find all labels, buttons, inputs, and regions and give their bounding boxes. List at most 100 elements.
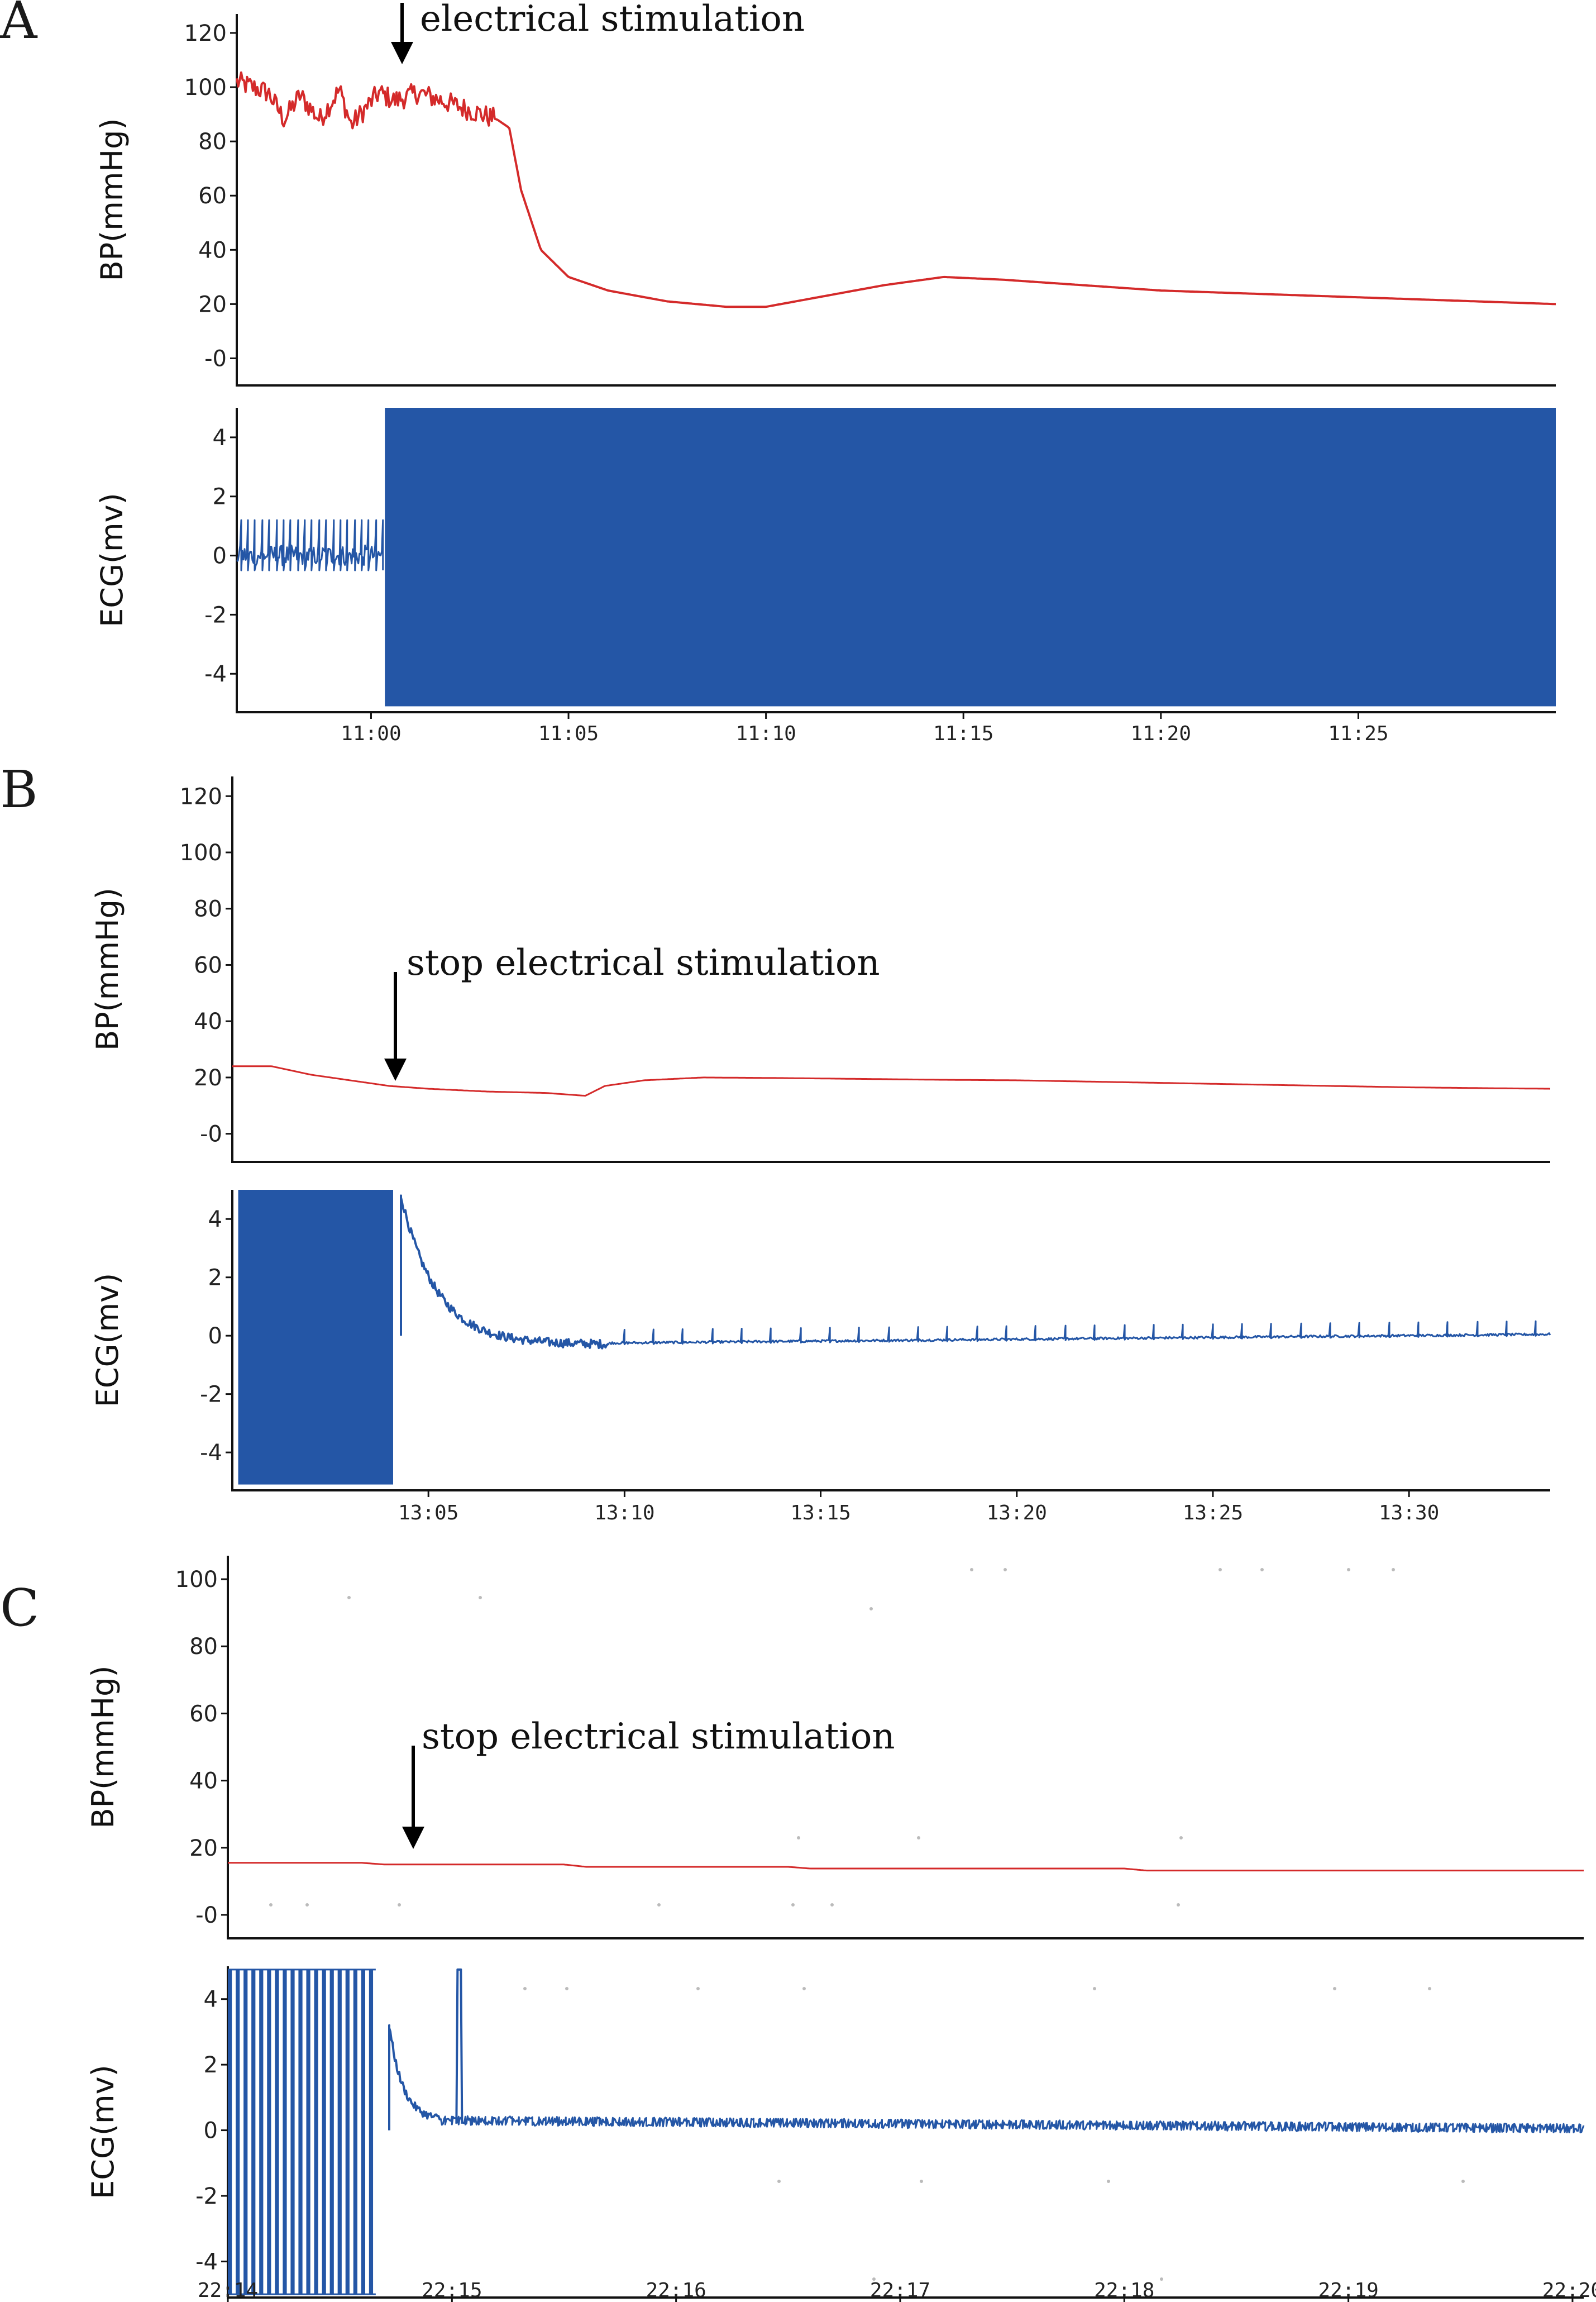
ecg-stim-bar (267, 1969, 271, 2295)
annotation: electrical stimulation (391, 0, 805, 64)
background-dot (305, 1903, 309, 1907)
ecg-y-tick-label: 2 (204, 2052, 218, 2078)
background-dot (872, 2277, 876, 2281)
background-dot (777, 2180, 781, 2183)
ecg-stim-bar (259, 1969, 264, 2295)
background-dot (1333, 1987, 1336, 1990)
ecg-y-tick-label: -2 (204, 602, 227, 628)
ecg-stim-bar (369, 1969, 374, 2295)
ecg-stim-bar (290, 1969, 295, 2295)
x-tick-label: 13:20 (987, 1502, 1047, 1524)
bp-axes (236, 14, 1556, 387)
bp-y-tick-label: 80 (198, 129, 227, 155)
background-dot (869, 1607, 873, 1610)
ecg-plot: -4 -2 0 2 4 ECG(mv) 22:14 22:15 22:16 22:17 22:18 2… (85, 1966, 1596, 2302)
background-dot (1260, 1568, 1264, 1571)
background-dot (1160, 2277, 1163, 2281)
bp-series-line (228, 1862, 1584, 1872)
ecg-spike (455, 1968, 463, 2124)
ecg-axes (227, 1966, 1584, 2299)
bp-y-tick-label: 100 (184, 75, 227, 101)
bp-y-tick-label: 40 (194, 1009, 222, 1035)
x-tick-label: 11:25 (1328, 722, 1388, 745)
x-tick-label: 13:10 (594, 1502, 654, 1524)
ecg-stim-bar (314, 1969, 318, 2295)
ecg-axis-label: ECG(mv) (85, 2065, 121, 2199)
ecg-stim-bar (329, 1969, 334, 2295)
ecg-y-tick-label: 0 (204, 2118, 218, 2144)
ecg-axis-label: ECG(mv) (90, 1273, 125, 1407)
ecg-y-tick-label: 4 (204, 1987, 218, 2013)
bp-y-tick-label: 60 (189, 1701, 218, 1727)
bp-y-tick-label: 80 (189, 1634, 218, 1660)
bp-plot: -0 20 40 60 80 100 120 BP(mmHg) (94, 14, 1556, 387)
background-dot (802, 1987, 806, 1990)
x-tick-label: 13:05 (398, 1502, 458, 1524)
annotation: stop electrical stimulation (384, 942, 880, 1081)
x-tick-label: 11:15 (933, 722, 993, 745)
bp-y-tick-label: 80 (194, 897, 222, 922)
background-dot (1179, 1836, 1183, 1839)
bp-axis-label: BP(mmHg) (85, 1666, 121, 1829)
ecg-recovery-trace (400, 1194, 610, 1350)
ecg-stim-bar (251, 1969, 256, 2295)
bp-y-tick-label: 20 (194, 1065, 222, 1091)
ecg-stim-bar (322, 1969, 326, 2295)
background-dot (657, 1903, 661, 1907)
ecg-y-tick-label: 2 (208, 1265, 222, 1291)
panel-letter: B (0, 760, 38, 819)
x-tick-label: 22:15 (422, 2279, 482, 2302)
background-dot (565, 1987, 568, 1990)
bp-series-line (232, 1065, 1551, 1097)
ecg-stim-bar (275, 1969, 279, 2295)
background-dot (696, 1987, 700, 1990)
x-tick-label: 13:30 (1379, 1502, 1439, 1524)
ecg-stim-bar (283, 1969, 287, 2295)
panel-letter: A (0, 0, 38, 50)
panel-A: A -0 20 40 60 80 100 120 BP(mmHg) -4 -2 0 2 4 ECG(mv) 1… (0, 0, 1556, 745)
x-tick-label: 13:25 (1183, 1502, 1243, 1524)
x-tick-label: 11:20 (1131, 722, 1191, 745)
background-dot (1177, 1903, 1180, 1907)
bp-y-tick-label: 60 (194, 952, 222, 978)
bp-y-tick-label: 20 (198, 292, 227, 317)
ecg-axes (231, 1190, 1550, 1491)
ecg-stim-bar (353, 1969, 357, 2295)
ecg-stim-bar (298, 1969, 303, 2295)
ecg-y-tick-label: 2 (213, 484, 227, 510)
panel-letter: C (0, 1578, 39, 1638)
bp-axis-label: BP(mmHg) (94, 118, 130, 282)
ecg-y-tick-label: -2 (200, 1382, 222, 1408)
x-tick-label: 11:10 (735, 722, 796, 745)
ecg-trace (439, 2115, 1585, 2134)
annotation-label: stop electrical stimulation (407, 942, 880, 984)
bp-y-tick-label: -0 (200, 1122, 222, 1147)
background-dot (347, 1596, 351, 1599)
background-dot (830, 1903, 834, 1907)
background-dot (1392, 1568, 1395, 1571)
bp-series-line (236, 71, 1556, 308)
x-tick-label: 22:20 (1542, 2279, 1596, 2302)
ecg-stim-bar (228, 1969, 232, 2295)
annotation-arrow-head (391, 42, 413, 64)
x-tick-label: 22:17 (870, 2279, 930, 2302)
x-tick-label: 22:14 (198, 2279, 258, 2302)
bp-y-tick-label: -0 (204, 346, 227, 371)
ecg-trace (608, 1320, 1551, 1346)
ecg-axes (236, 408, 1556, 713)
background-dot (970, 1568, 973, 1571)
bp-plot: -0 20 40 60 80 100 BP(mmHg) (85, 1556, 1584, 1939)
ecg-plot: -4 -2 0 2 4 ECG(mv) 13:05 13:10 13:15 13:20 13:25 1… (90, 1190, 1551, 1524)
bp-y-tick-label: 120 (180, 784, 222, 809)
background-dot (1461, 2180, 1465, 2183)
x-tick-label: 11:00 (341, 722, 401, 745)
ecg-trace (236, 519, 384, 571)
x-tick-label: 22:18 (1094, 2279, 1154, 2302)
background-dot (479, 1596, 482, 1599)
ecg-y-tick-label: 4 (208, 1207, 222, 1232)
bp-y-tick-label: 100 (180, 840, 222, 866)
ecg-y-tick-label: 0 (208, 1323, 222, 1349)
ecg-stim-bar (337, 1969, 342, 2295)
background-dot (1218, 1568, 1222, 1571)
ecg-plot: -4 -2 0 2 4 ECG(mv) 11:00 11:05 11:10 11:15 11:20 1… (94, 408, 1556, 745)
